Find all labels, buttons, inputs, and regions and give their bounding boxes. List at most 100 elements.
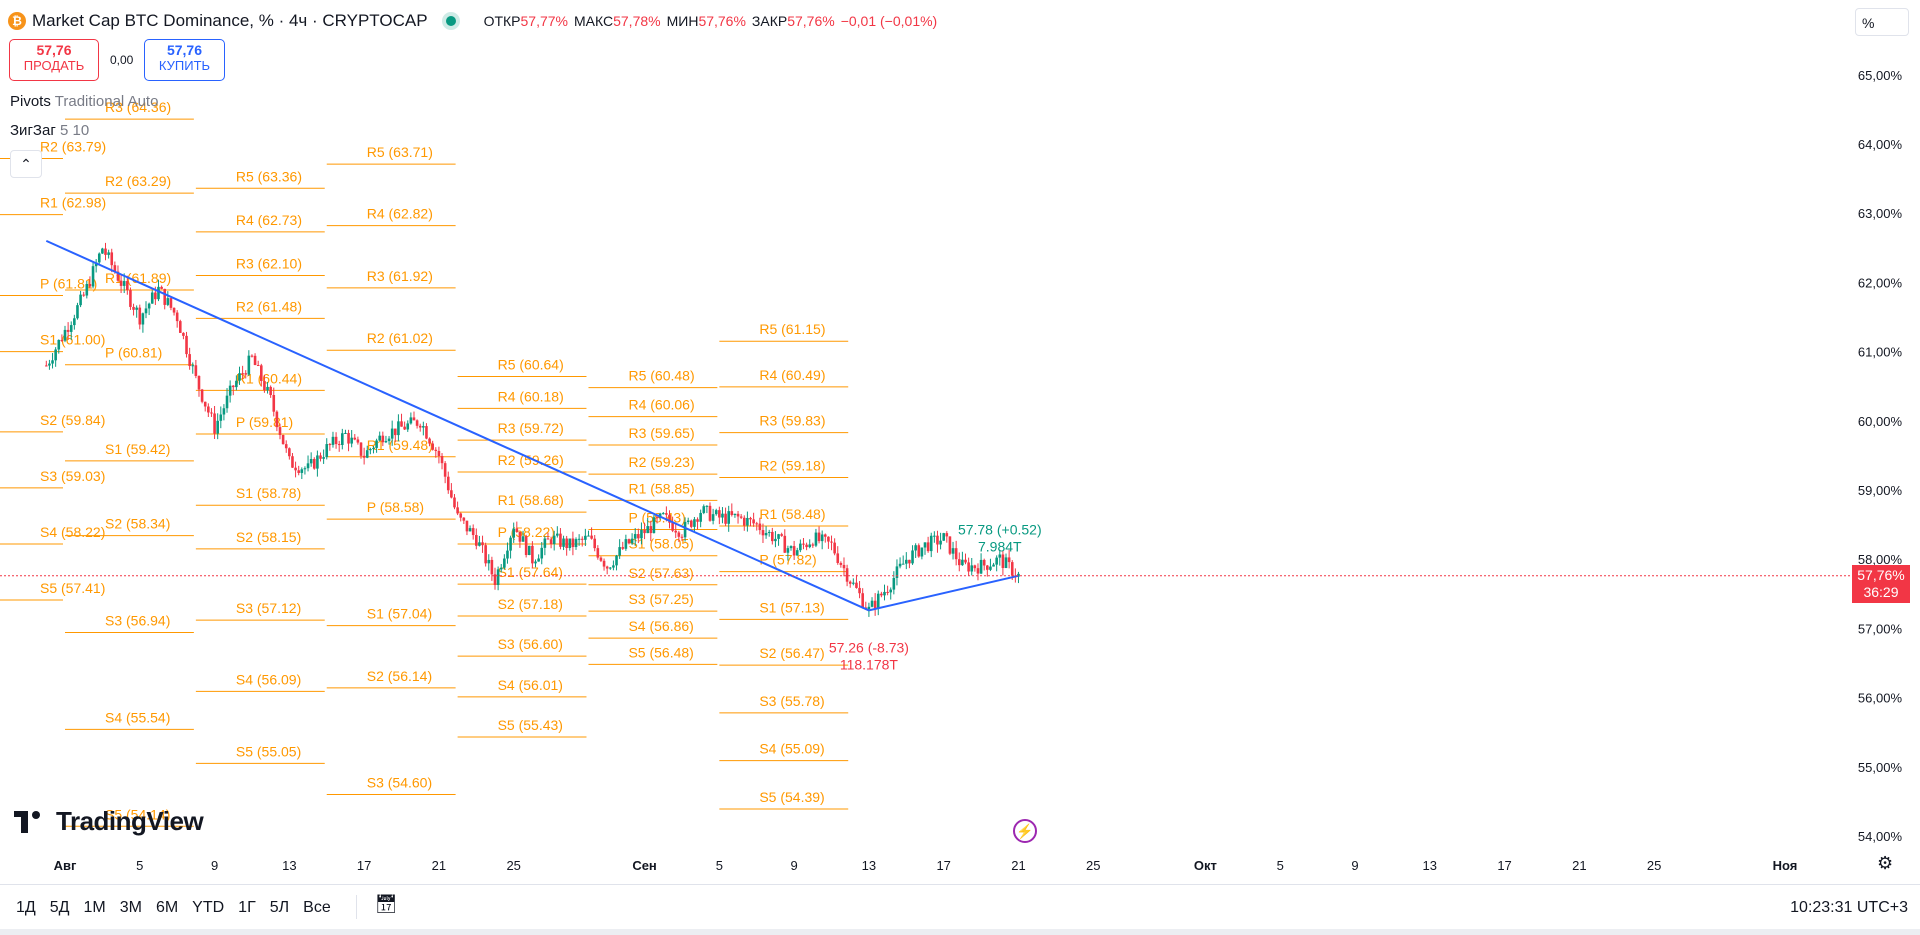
x-axis-tick-label: 5 xyxy=(716,858,723,873)
candle-body xyxy=(615,555,618,566)
y-axis-tick-label: 54,00% xyxy=(1858,829,1903,844)
candle-body xyxy=(870,600,874,607)
indicator-zigzag[interactable]: ЗигЗаг 5 10 xyxy=(10,122,89,139)
x-axis-tick-label: 25 xyxy=(1086,858,1100,873)
x-axis-tick-label: 9 xyxy=(1351,858,1358,873)
candle-body xyxy=(281,434,285,445)
range-5d[interactable]: 5Д xyxy=(49,899,70,916)
range-1y[interactable]: 1Г xyxy=(238,899,256,916)
candle-body xyxy=(914,545,917,551)
candle-body xyxy=(362,455,366,458)
candle-body xyxy=(637,534,640,539)
market-status-icon[interactable] xyxy=(445,16,456,26)
candle-body xyxy=(490,559,494,575)
candle-body xyxy=(468,528,472,532)
scale-mode-button[interactable]: % xyxy=(1855,8,1909,36)
range-all[interactable]: Все xyxy=(303,899,331,916)
candle-body xyxy=(178,321,182,333)
last-price-tag: 57,76% 36:29 xyxy=(1852,565,1910,603)
buy-button[interactable]: 57,76 КУПИТЬ xyxy=(144,39,225,81)
gear-icon[interactable]: ⚙ xyxy=(1877,853,1894,873)
range-1m[interactable]: 1M xyxy=(83,899,106,916)
candle-body xyxy=(365,450,369,458)
symbol-title[interactable]: Market Cap BTC Dominance, % · 4ч · CRYPT… xyxy=(32,11,428,30)
candle-body xyxy=(434,449,438,451)
range-1d[interactable]: 1Д xyxy=(16,899,36,916)
candle-body xyxy=(79,294,82,306)
candle-body xyxy=(45,365,48,367)
pivot-level-label: S2 (59.84) xyxy=(40,412,105,428)
candle-body xyxy=(91,266,95,287)
x-axis-tick-label: Сен xyxy=(632,858,656,873)
tradingview-logo[interactable]: TradingView xyxy=(14,806,204,837)
candle-body xyxy=(172,307,176,313)
range-3m[interactable]: 3M xyxy=(119,899,142,916)
candle-body xyxy=(312,458,316,469)
pivot-level-label: S2 (56.14) xyxy=(367,668,432,684)
lightning-icon[interactable]: ⚡ xyxy=(1013,819,1037,843)
chevron-up-icon[interactable]: ⌃ xyxy=(10,150,42,178)
pivot-level-label: R4 (60.18) xyxy=(498,388,564,404)
bitcoin-icon[interactable]: ₿ xyxy=(8,12,26,30)
candle-body xyxy=(210,412,213,414)
x-axis-tick-label: 5 xyxy=(136,858,143,873)
candle-body xyxy=(185,335,188,355)
candle-body xyxy=(852,582,855,584)
candle-body xyxy=(443,463,447,477)
candle-body xyxy=(515,528,519,532)
candle-body xyxy=(908,559,911,564)
spread-value: 0,00 xyxy=(110,53,134,67)
candle-body xyxy=(387,438,391,442)
candle-body xyxy=(219,414,223,421)
candle-body xyxy=(895,566,899,578)
x-axis-tick-label: 13 xyxy=(862,858,876,873)
candle-body xyxy=(749,517,752,520)
range-5y[interactable]: 5Л xyxy=(269,899,290,916)
candle-body xyxy=(306,463,310,469)
candle-body xyxy=(260,365,263,381)
candle-body xyxy=(169,298,173,308)
pivot-level-label: R3 (59.83) xyxy=(759,413,825,429)
pivot-level-label: R1 (58.85) xyxy=(628,480,694,496)
sell-label: ПРОДАТЬ xyxy=(23,58,85,73)
candle-body xyxy=(291,456,294,468)
candle-body xyxy=(107,252,110,255)
candle-body xyxy=(964,559,967,563)
candle-body xyxy=(565,538,568,549)
candle-body xyxy=(266,386,269,391)
candle-body xyxy=(774,538,777,542)
candle-body xyxy=(425,426,428,439)
candle-body xyxy=(60,339,64,341)
candle-body xyxy=(556,533,559,536)
candle-body xyxy=(325,444,329,458)
candle-body xyxy=(337,444,341,446)
candle-body xyxy=(783,535,787,553)
candle-body xyxy=(465,520,469,532)
tradingview-mark-icon xyxy=(14,810,50,833)
x-axis-tick-label: 13 xyxy=(282,858,296,873)
candle-body xyxy=(961,559,964,566)
pivot-level-label: S1 (61.00) xyxy=(40,332,105,348)
pivot-level-label: S4 (56.01) xyxy=(498,677,563,693)
clock[interactable]: 10:23:31 UTC+3 xyxy=(1790,899,1908,916)
candle-body xyxy=(811,544,815,546)
candle-body xyxy=(369,449,372,451)
calendar-range-icon[interactable]: 📅︎ xyxy=(374,894,398,914)
bottom-toolbar: 1Д 5Д 1M 3M 6M YTD 1Г 5Л Все 📅︎ 10:23:31… xyxy=(0,884,1920,930)
candle-body xyxy=(341,433,344,445)
x-axis-tick-label: 17 xyxy=(936,858,950,873)
candle-body xyxy=(714,510,718,515)
indicator-pivots[interactable]: Pivots Traditional Auto xyxy=(10,93,158,110)
range-ytd[interactable]: YTD xyxy=(192,899,225,916)
sell-button[interactable]: 57,76 ПРОДАТЬ xyxy=(9,39,99,81)
x-axis-tick-label: 25 xyxy=(506,858,520,873)
candle-body xyxy=(683,521,687,538)
candle-body xyxy=(428,438,431,444)
candle-body xyxy=(630,538,634,544)
range-6m[interactable]: 6M xyxy=(155,899,179,916)
candle-body xyxy=(786,548,790,553)
y-axis-tick-label: 60,00% xyxy=(1858,414,1903,429)
candle-body xyxy=(929,535,933,552)
candle-body xyxy=(724,513,727,524)
